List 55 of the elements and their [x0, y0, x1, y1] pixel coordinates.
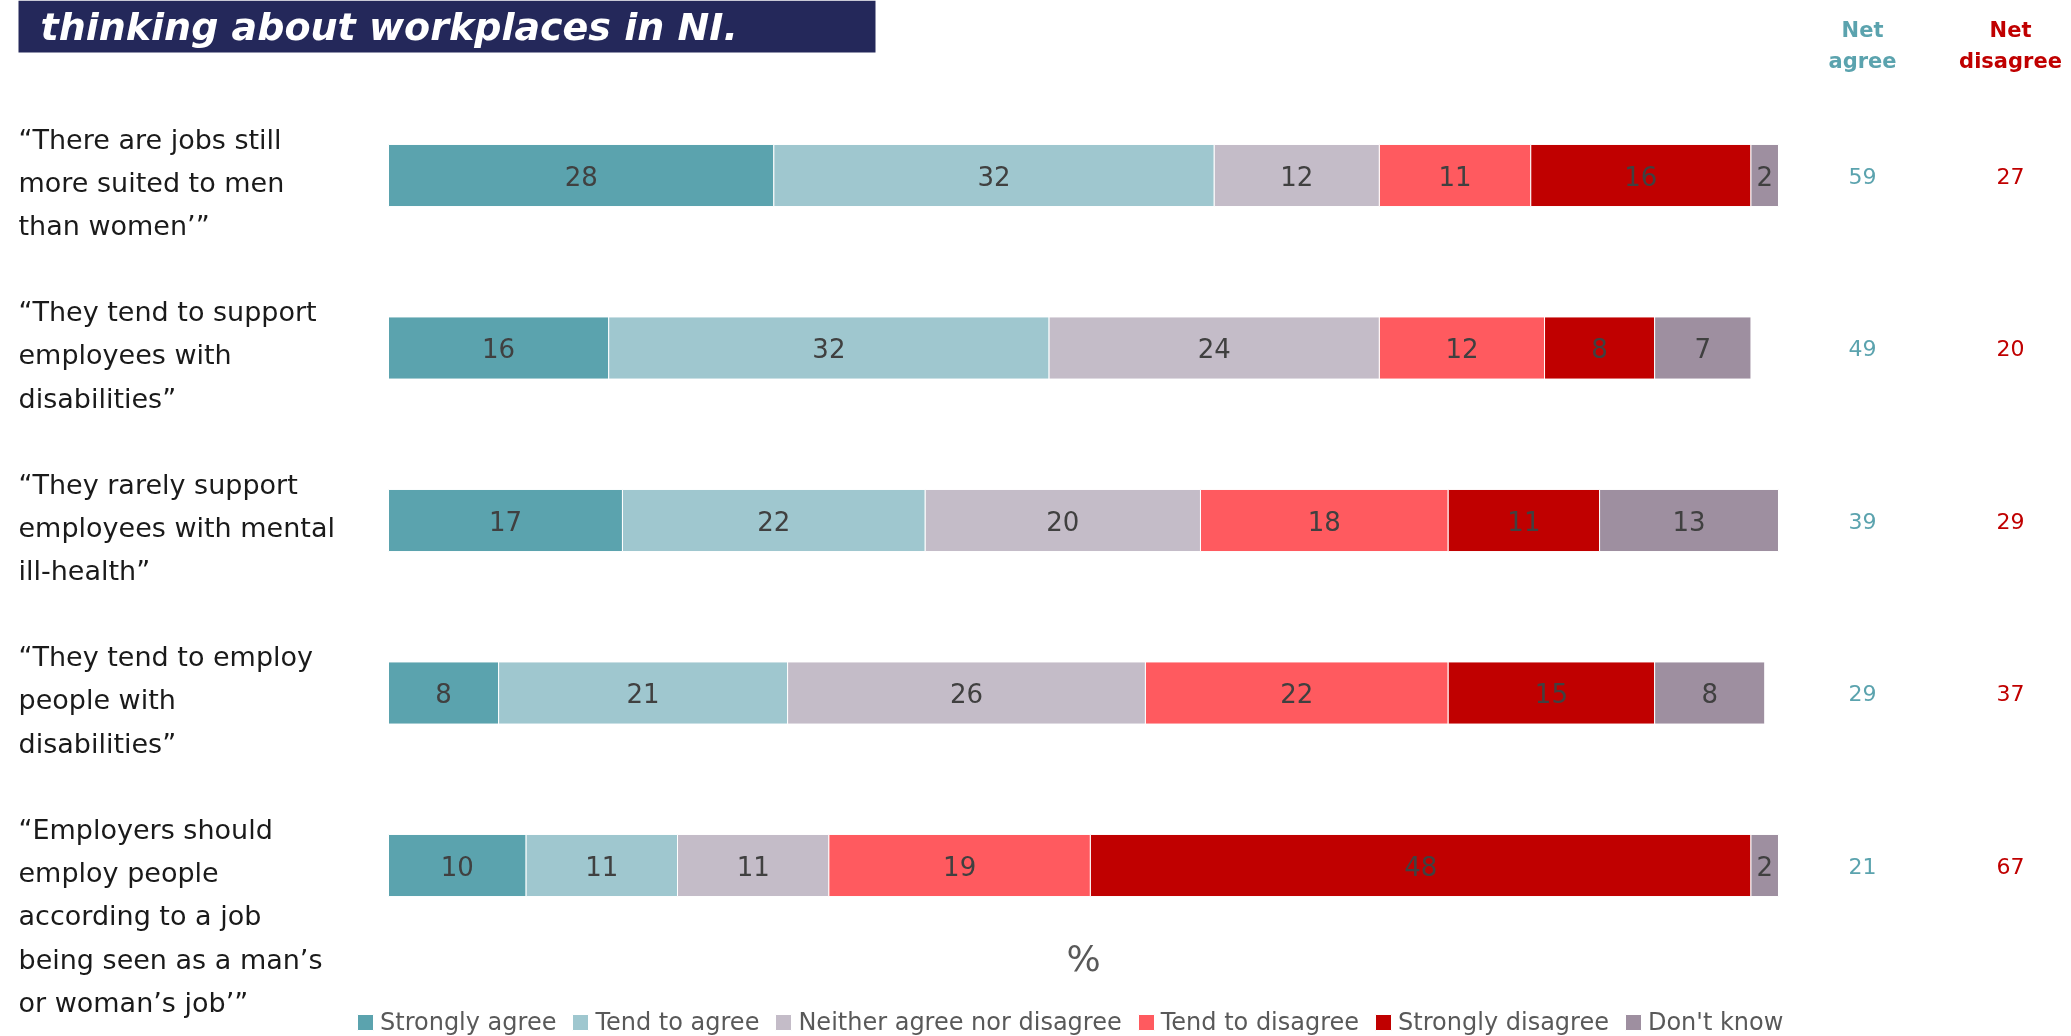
legend-label: Tend to agree — [595, 1008, 760, 1036]
annotation: 29 — [1996, 508, 2025, 534]
data-label: 21 — [626, 679, 660, 709]
x-axis-title: % — [1066, 938, 1101, 979]
data-label: 11 — [1507, 506, 1541, 537]
data-label: 13 — [1672, 506, 1706, 537]
data-label: 26 — [949, 679, 984, 709]
annotation: 59 — [1848, 163, 1877, 189]
data-label: 48 — [1404, 851, 1438, 882]
legend-label: Tend to disagree — [1160, 1008, 1360, 1036]
data-label: 10 — [440, 851, 474, 882]
annotation: 37 — [1996, 681, 2025, 706]
data-label: 12 — [1445, 334, 1479, 364]
data-label: 15 — [1534, 679, 1568, 709]
text: Net agree — [1828, 17, 1897, 74]
annotation: 49 — [1848, 336, 1877, 361]
data-label: 32 — [977, 161, 1011, 192]
data-label: 2 — [1756, 851, 1774, 882]
data-label: 20 — [1046, 506, 1080, 537]
data-label: 8 — [1701, 679, 1718, 709]
chart-title: thinking about workplaces in NI. — [40, 4, 738, 49]
data-label: 28 — [564, 161, 598, 192]
y-tick-label: “They rarely support employees with mental ill-health” — [18, 468, 335, 587]
data-label: 18 — [1307, 506, 1341, 537]
annotation: 20 — [1996, 336, 2025, 361]
data-label: 11 — [585, 851, 619, 882]
data-label: 8 — [1591, 334, 1608, 364]
y-tick-label: “There are jobs still more suited to men than women’” — [18, 123, 285, 242]
data-label: 11 — [1438, 161, 1472, 192]
data-label: 22 — [757, 506, 791, 537]
data-label: 19 — [943, 851, 977, 882]
legend-label: Strongly disagree — [1398, 1008, 1609, 1036]
annotation: 39 — [1848, 508, 1877, 534]
y-tick-label: “Employers should employ people according to a job being seen as a man’s or woman’s job’” — [18, 813, 323, 1019]
annotation: 27 — [1996, 163, 2025, 189]
y-tick-label: “They tend to employ people with disabilities” — [18, 641, 314, 759]
annotation: 67 — [1996, 853, 2025, 879]
data-label: 24 — [1197, 334, 1231, 364]
text: Net disagree — [1959, 17, 2062, 74]
data-label: 12 — [1280, 161, 1314, 192]
data-label: 17 — [488, 506, 523, 537]
data-label: 22 — [1280, 679, 1314, 709]
data-label: 16 — [482, 334, 516, 364]
data-label: 2 — [1756, 161, 1774, 192]
data-label: 32 — [812, 334, 846, 364]
data-label: 8 — [435, 679, 452, 709]
y-tick-label: “They tend to support employees with disabilities” — [18, 296, 317, 414]
data-label: 11 — [736, 851, 770, 882]
data-label: 7 — [1694, 334, 1712, 364]
legend-label: Strongly agree — [380, 1008, 557, 1036]
annotation: 29 — [1848, 681, 1877, 706]
data-label: 16 — [1624, 161, 1658, 192]
annotation: 21 — [1848, 853, 1877, 879]
legend-label: Neither agree nor disagree — [798, 1008, 1122, 1036]
legend-label: Don't know — [1647, 1008, 1784, 1036]
